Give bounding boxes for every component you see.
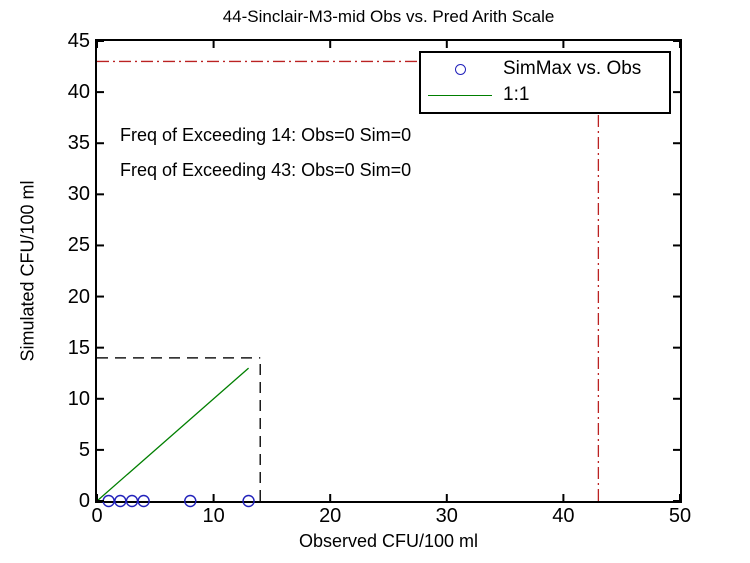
legend-circle-marker-icon bbox=[421, 63, 499, 75]
y-axis-label: Simulated CFU/100 ml bbox=[17, 180, 38, 362]
x-tick-label: 40 bbox=[552, 505, 575, 527]
y-tick-label: 45 bbox=[67, 30, 90, 52]
chart-title: 44-Sinclair-M3-mid Obs vs. Pred Arith Sc… bbox=[222, 7, 555, 26]
y-tick-label: 0 bbox=[78, 490, 90, 512]
legend: SimMax vs. Obs 1:1 bbox=[419, 51, 671, 114]
annotation-freq-exceeding-14: Freq of Exceeding 14: Obs=0 Sim=0 bbox=[120, 125, 412, 145]
y-tick-label: 10 bbox=[67, 387, 90, 410]
plot-area: Freq of Exceeding 14: Obs=0 Sim=0 Freq o… bbox=[95, 39, 682, 508]
y-tick-label: 30 bbox=[67, 183, 90, 206]
identity-line bbox=[96, 367, 250, 502]
circle-marker-icon bbox=[454, 63, 466, 75]
annotation-freq-exceeding-43: Freq of Exceeding 43: Obs=0 Sim=0 bbox=[120, 160, 412, 180]
scatter-point bbox=[137, 494, 150, 508]
scatter-point bbox=[102, 494, 115, 508]
y-tick-label: 25 bbox=[67, 234, 90, 257]
scatter-point bbox=[242, 494, 255, 508]
line-marker-icon bbox=[428, 94, 492, 96]
x-tick-label: 30 bbox=[435, 505, 458, 527]
scatter-point bbox=[125, 494, 139, 508]
y-tick-label: 15 bbox=[67, 336, 90, 359]
plot-canvas bbox=[96, 40, 681, 508]
x-axis-label: Observed CFU/100 ml bbox=[298, 531, 479, 551]
legend-item-identity: 1:1 bbox=[421, 82, 669, 108]
legend-item-label: 1:1 bbox=[503, 84, 530, 105]
y-tick-label: 5 bbox=[78, 438, 90, 461]
x-tick-label: 10 bbox=[202, 505, 225, 527]
x-tick-label: 20 bbox=[319, 505, 342, 527]
x-tick-label: 50 bbox=[668, 505, 692, 527]
x-tick-label: 0 bbox=[91, 505, 103, 527]
scatter-point bbox=[184, 494, 197, 508]
legend-line-marker-icon bbox=[421, 94, 499, 96]
y-tick-label: 20 bbox=[67, 285, 90, 308]
legend-item-label: SimMax vs. Obs bbox=[503, 58, 642, 79]
legend-item-simmax: SimMax vs. Obs bbox=[421, 56, 669, 82]
scatter-point bbox=[114, 494, 127, 508]
y-tick-label: 35 bbox=[67, 132, 90, 155]
y-tick-label: 40 bbox=[67, 81, 90, 104]
